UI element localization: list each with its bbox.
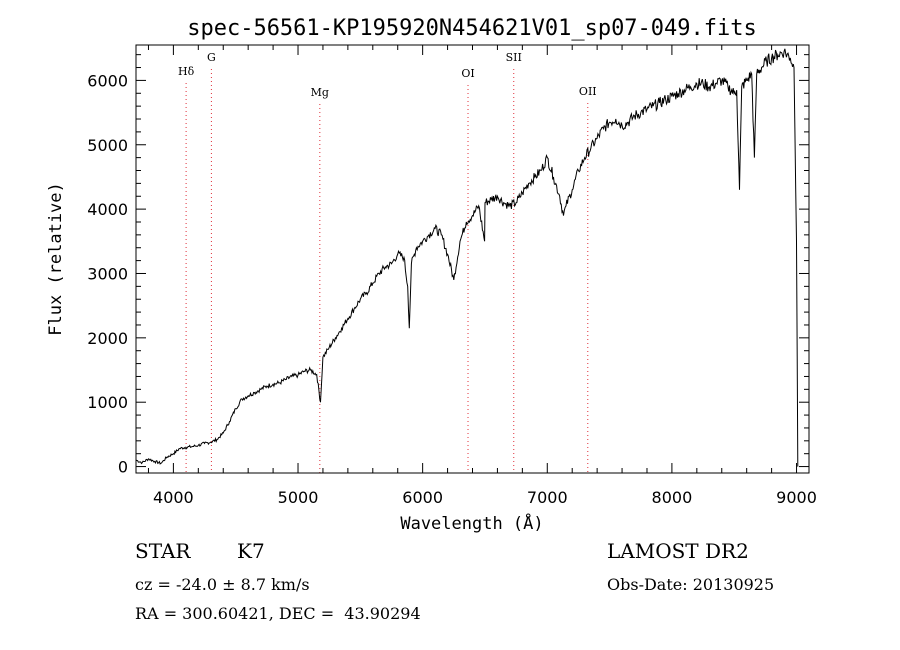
spectral-line-label: G xyxy=(207,51,216,64)
spectral-line-label: Mg xyxy=(311,86,329,99)
x-axis-label: Wavelength (Å) xyxy=(400,512,543,534)
object-type: STAR xyxy=(135,539,191,563)
y-axis-label: Flux (relative) xyxy=(46,182,66,336)
y-tick-label: 2000 xyxy=(87,329,128,348)
x-tick-label: 8000 xyxy=(652,488,693,507)
x-axis: 4000 5000 6000 7000 8000 9000 xyxy=(147,45,817,507)
redshift-text: cz = -24.0 ± 8.7 km/s xyxy=(135,575,310,594)
survey-name: LAMOST DR2 xyxy=(607,539,749,563)
obs-date: Obs-Date: 20130925 xyxy=(607,575,775,594)
spectrum-line xyxy=(135,48,799,467)
x-tick-label: 5000 xyxy=(278,488,319,507)
chart-title: spec-56561-KP195920N454621V01_sp07-049.f… xyxy=(187,16,757,41)
x-tick-label: 6000 xyxy=(402,488,443,507)
spectral-line-markers: Hδ G Mg OI SII OII xyxy=(178,51,597,473)
coordinates: RA = 300.60421, DEC = 43.90294 xyxy=(135,604,421,623)
spectral-subclass: K7 xyxy=(237,539,265,563)
x-tick-label: 4000 xyxy=(153,488,194,507)
y-tick-label: 3000 xyxy=(87,264,128,283)
spectral-line-label: OII xyxy=(579,85,597,98)
spectral-line-label: SII xyxy=(506,51,522,64)
spectral-line-label: Hδ xyxy=(178,65,195,78)
x-tick-label: 9000 xyxy=(776,488,817,507)
y-axis: 0 1000 2000 3000 4000 5000 6000 xyxy=(87,54,809,477)
y-tick-label: 1000 xyxy=(87,393,128,412)
y-tick-label: 0 xyxy=(118,458,128,477)
spectral-line-label: OI xyxy=(461,67,474,80)
x-tick-label: 7000 xyxy=(527,488,568,507)
y-tick-label: 5000 xyxy=(87,136,128,155)
y-tick-label: 6000 xyxy=(87,71,128,90)
y-tick-label: 4000 xyxy=(87,200,128,219)
spectrum-series xyxy=(135,48,799,467)
